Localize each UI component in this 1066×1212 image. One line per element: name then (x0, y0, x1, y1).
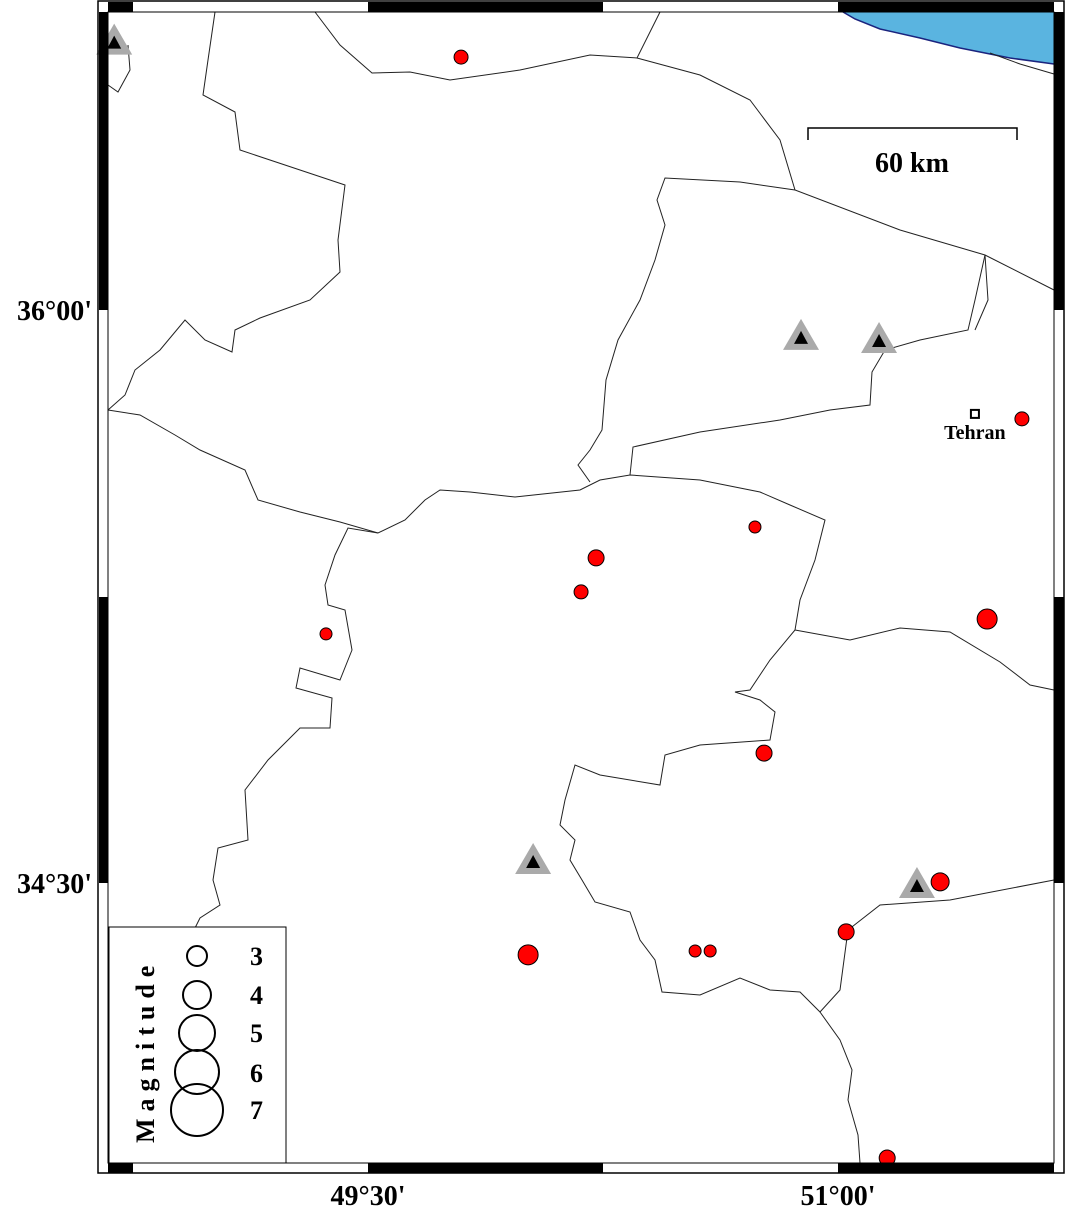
caspian-sea (843, 12, 1054, 64)
frame-band-left (99, 12, 108, 310)
frame-band-top (368, 2, 603, 12)
earthquake-event (930, 872, 950, 892)
frame-band-bottom (108, 1163, 133, 1173)
tehran-label: Tehran (944, 422, 1006, 444)
earthquake-event (1014, 411, 1030, 427)
coastline (842, 11, 1055, 65)
magnitude-legend: Magnitude 3 4 5 6 7 (108, 926, 287, 1164)
earthquake-event (573, 584, 589, 600)
lat-label-36-00: 36°00' (17, 296, 92, 327)
legend-label-6: 6 (250, 1059, 263, 1088)
earthquake-events (319, 49, 1030, 1167)
frame-band-top (838, 2, 1054, 12)
earthquake-event (748, 520, 762, 534)
frame-band-right (1054, 597, 1064, 883)
earthquake-event (319, 627, 333, 641)
earthquake-event (837, 923, 855, 941)
scale-bar (807, 127, 1018, 140)
frame-band-top (108, 2, 133, 12)
earthquake-event (517, 944, 539, 966)
legend-label-4: 4 (250, 981, 263, 1010)
coast-border (989, 52, 1055, 75)
frame-band-right (1054, 12, 1064, 310)
scale-bar-label: 60 km (875, 148, 949, 179)
legend-label-7: 7 (250, 1096, 263, 1125)
station-triangle-inner (526, 854, 541, 868)
legend-circle-6 (174, 1049, 220, 1095)
station-triangle-inner (909, 879, 924, 893)
legend-circle-7 (170, 1083, 224, 1137)
tehran-city-marker (969, 408, 980, 419)
frame-band-bottom (368, 1163, 603, 1173)
map-frame (97, 0, 1065, 1174)
earthquake-event (976, 608, 998, 630)
station-triangle-inner (107, 35, 122, 49)
province-borders (107, 11, 1055, 1164)
legend-title: Magnitude (131, 959, 160, 1143)
legend-label-3: 3 (250, 942, 263, 971)
legend-circle-4 (182, 980, 212, 1010)
lon-label-51-00: 51°00' (801, 1181, 876, 1212)
lon-label-49-30: 49°30' (331, 1181, 406, 1212)
earthquake-event (453, 49, 469, 65)
earthquake-event (755, 744, 773, 762)
earthquake-event (703, 944, 717, 958)
legend-label-5: 5 (250, 1019, 263, 1048)
lat-label-34-30: 34°30' (17, 869, 92, 900)
station-triangle-inner (794, 330, 809, 344)
frame-band-bottom (838, 1163, 1054, 1173)
legend-circle-3 (186, 945, 208, 967)
earthquake-event (688, 944, 702, 958)
seismic-stations (96, 23, 935, 899)
station-triangle-inner (872, 333, 887, 347)
earthquake-event (587, 549, 605, 567)
frame-band-left (99, 597, 108, 883)
